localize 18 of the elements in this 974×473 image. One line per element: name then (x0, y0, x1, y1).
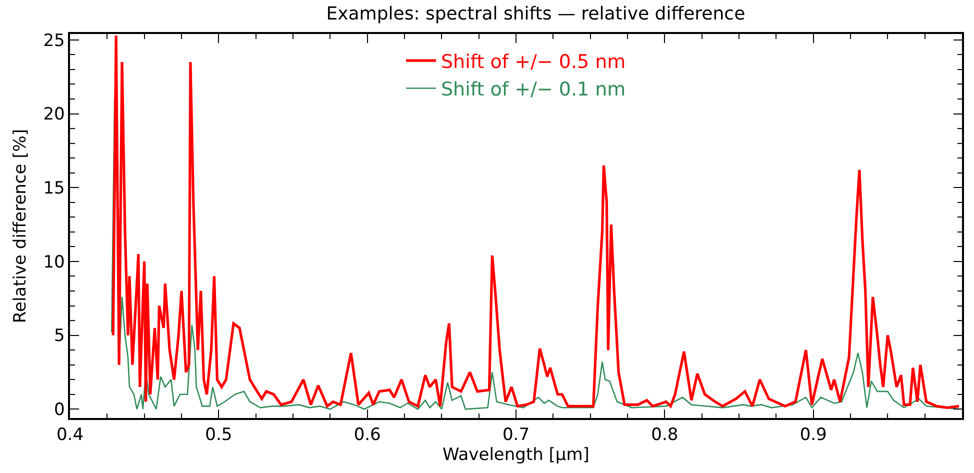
x-tick-label: 0.4 (56, 425, 84, 446)
chart-title: Examples: spectral shifts — relative difference (326, 4, 746, 25)
y-tick-label: 10 (43, 252, 65, 272)
x-tick-label: 0.7 (502, 425, 530, 446)
y-tick-label: 15 (43, 178, 65, 199)
y-tick-label: 5 (54, 326, 65, 346)
x-tick-label: 0.5 (205, 425, 232, 446)
x-tick-label: 0.9 (800, 425, 827, 446)
y-tick-label: 20 (43, 104, 65, 125)
y-axis-title: Relative difference [%] (10, 128, 30, 324)
x-tick-label: 0.8 (651, 425, 678, 446)
x-tick-label: 0.6 (354, 425, 381, 446)
y-tick-label: 0 (54, 400, 65, 420)
legend-label: Shift of +/− 0.5 nm (441, 50, 626, 73)
x-axis-title: Wavelength [μm] (442, 445, 590, 466)
legend-label: Shift of +/− 0.1 nm (441, 78, 626, 101)
line-series (112, 34, 960, 409)
y-tick-label: 25 (43, 30, 65, 51)
